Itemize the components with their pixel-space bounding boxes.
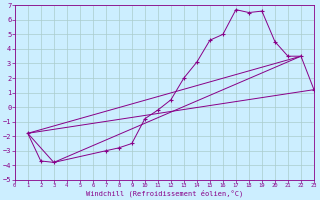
X-axis label: Windchill (Refroidissement éolien,°C): Windchill (Refroidissement éolien,°C) (86, 190, 243, 197)
